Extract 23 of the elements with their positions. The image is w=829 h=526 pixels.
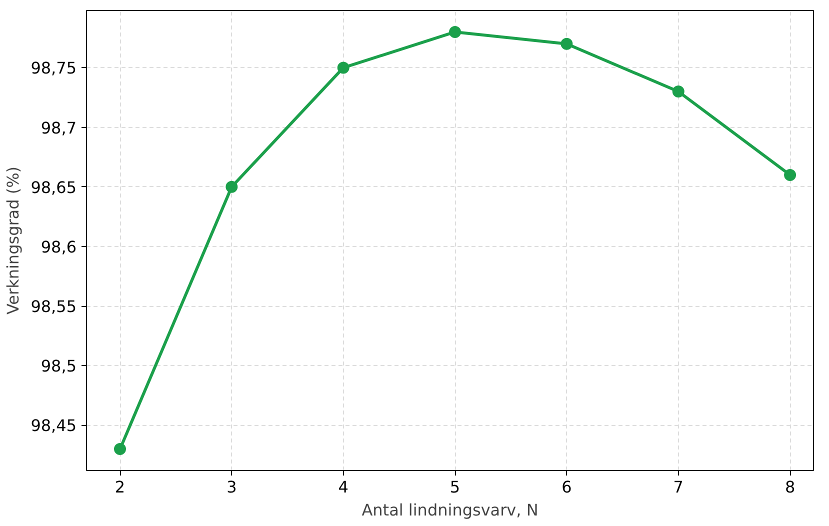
x-tick-label: 4 (338, 478, 348, 496)
y-tick-label: 98,65 (30, 178, 77, 197)
x-tick-label: 2 (114, 478, 126, 496)
y-tick-label: 98,6 (40, 237, 76, 256)
x-tick-label: 7 (673, 478, 684, 496)
x-tick-label: 3 (226, 478, 237, 496)
y-axis-title: Verkningsgrad (%) (4, 166, 23, 315)
x-tick-label: 8 (784, 478, 796, 496)
point (337, 62, 350, 74)
point (449, 26, 462, 38)
y-tick-label: 98,55 (30, 297, 77, 316)
y-tick-label: 98,45 (30, 416, 77, 436)
x-tick-label: 5 (450, 478, 460, 496)
y-tick-label: 98,75 (30, 58, 77, 78)
y-tick-label: 98,5 (40, 356, 76, 376)
point (114, 443, 126, 456)
y-tick-label: 98,7 (40, 118, 76, 138)
point (672, 86, 684, 98)
x-axis-title: Antal lindningsvarv, N (362, 500, 538, 520)
x-tick-label: 6 (562, 478, 572, 496)
point (226, 180, 238, 193)
point (784, 168, 796, 181)
point (560, 38, 573, 50)
